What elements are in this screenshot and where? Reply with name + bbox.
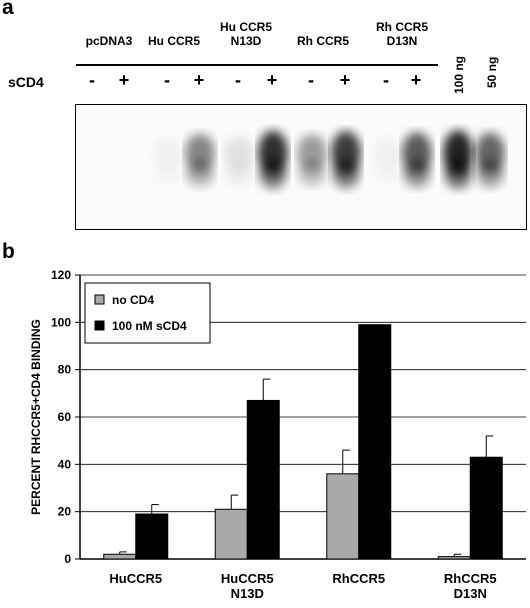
blot-band	[153, 137, 183, 169]
lane-header: Hu CCR5	[147, 34, 200, 48]
western-blot	[75, 104, 527, 230]
blot-band	[297, 134, 327, 186]
blot-image	[153, 130, 505, 189]
x-tick-label: HuCCR5 N13D	[221, 571, 274, 601]
y-tick-label: 0	[64, 552, 71, 566]
y-tick-label: 40	[58, 457, 72, 471]
bar-chart: 0 20 40 60 80 100 120 PERCENT RHCCR5+CD4 BINDIN…	[29, 268, 526, 601]
standard-label: 50 ng	[485, 56, 499, 88]
lane-header: pcDNA3	[85, 34, 133, 48]
x-tick-label: RhCCR5	[332, 571, 385, 586]
plus-sign: +	[410, 70, 422, 90]
y-tick-label: 100	[51, 315, 71, 329]
legend-label: no CD4	[112, 293, 154, 307]
legend-label: 100 nM sCD4	[112, 319, 187, 333]
blot-band	[224, 137, 254, 184]
lane-header-underline	[76, 64, 438, 66]
bar	[358, 324, 392, 560]
blot-band	[331, 130, 361, 189]
blot-band	[185, 133, 215, 187]
lane-header: Rh CCR5	[296, 34, 349, 48]
x-tick-label: RhCCR5 D13N	[444, 571, 497, 601]
legend-swatch	[94, 294, 105, 305]
bar	[103, 553, 137, 560]
panel-b-label: b	[2, 240, 15, 263]
y-tick-label: 60	[58, 410, 72, 424]
minus-sign: -	[89, 70, 95, 90]
plus-sign: +	[193, 70, 205, 90]
bar	[135, 513, 169, 560]
legend-box	[84, 282, 211, 344]
plus-sign: +	[266, 70, 278, 90]
plus-sign: +	[118, 70, 130, 90]
panel-a-label: a	[2, 0, 14, 19]
blot-band	[443, 130, 473, 189]
minus-sign: -	[235, 70, 241, 90]
blot-band	[372, 137, 402, 169]
lane-header: Hu CCR5 N13D	[219, 20, 272, 48]
legend-swatch	[94, 320, 105, 331]
bar	[214, 508, 248, 560]
blot-band	[475, 132, 505, 188]
blot-band	[258, 130, 288, 189]
standard-label: 100 ng	[452, 55, 466, 94]
bar	[469, 456, 503, 560]
lane-header: Rh CCR5 D13N	[375, 20, 428, 48]
y-tick-label: 120	[51, 268, 71, 282]
minus-sign: -	[308, 70, 314, 90]
x-tick-label: HuCCR5	[109, 571, 162, 586]
minus-sign: -	[164, 70, 170, 90]
bar	[326, 473, 360, 560]
plus-sign: +	[339, 70, 351, 90]
blot-band	[402, 132, 432, 188]
bar	[437, 556, 471, 560]
y-tick-label: 20	[58, 505, 72, 519]
minus-sign: -	[383, 70, 389, 90]
y-tick-label: 80	[58, 363, 72, 377]
y-axis-label: PERCENT RHCCR5+CD4 BINDING	[29, 319, 43, 515]
bar	[246, 399, 280, 560]
treatment-label: sCD4	[8, 74, 44, 90]
